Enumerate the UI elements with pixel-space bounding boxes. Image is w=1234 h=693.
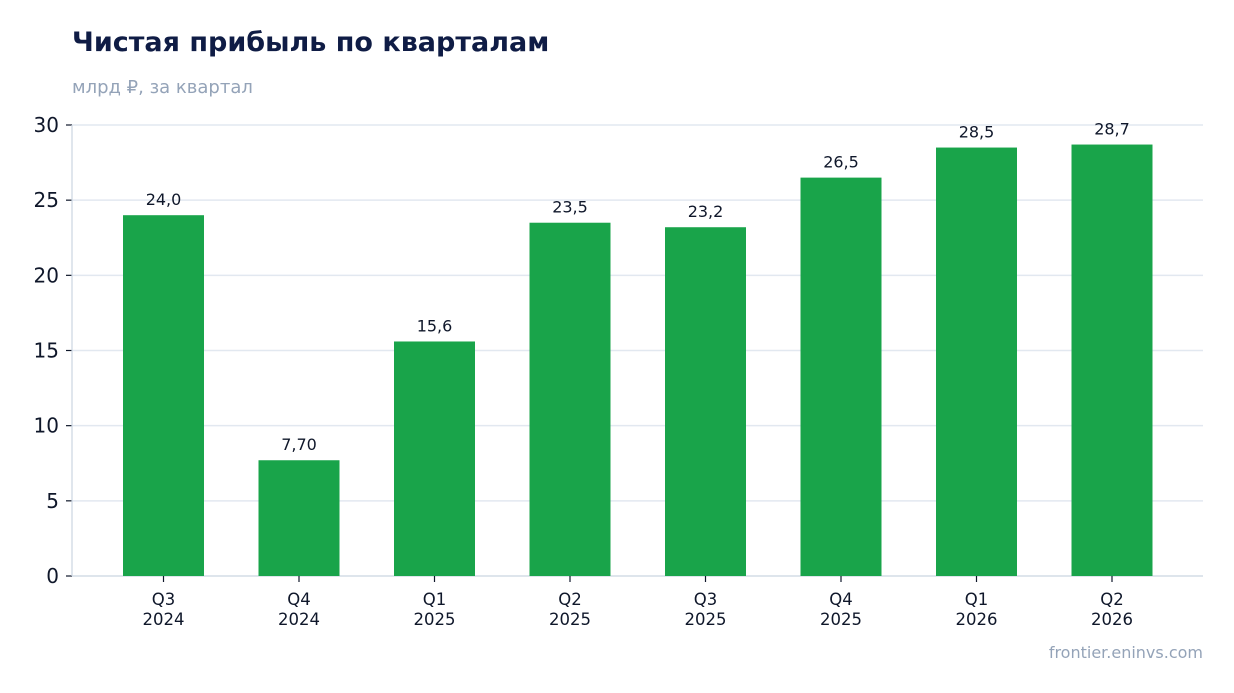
x-tick-label-year: 2025: [414, 610, 456, 629]
bar-value-label: 15,6: [417, 316, 453, 335]
y-tick-label: 20: [34, 263, 59, 287]
bar: [123, 215, 204, 576]
x-tick-label-year: 2025: [549, 610, 591, 629]
x-tick-label-year: 2024: [143, 610, 185, 629]
y-tick-label: 30: [34, 113, 59, 137]
bar-value-label: 26,5: [823, 153, 859, 172]
y-tick-label: 0: [46, 564, 59, 588]
bar: [936, 147, 1017, 577]
bar-value-label: 7,70: [281, 435, 317, 454]
x-tick-label-year: 2025: [820, 610, 862, 629]
x-tick-label-quarter: Q3: [694, 590, 718, 609]
x-tick-label-quarter: Q2: [558, 590, 582, 609]
bar-value-label: 23,5: [552, 198, 588, 217]
x-tick-label-year: 2026: [1091, 610, 1133, 629]
x-tick-label-year: 2026: [956, 610, 998, 629]
y-tick-label: 5: [46, 489, 59, 513]
chart-subtitle: млрд ₽, за квартал: [72, 77, 253, 98]
x-tick-label-quarter: Q4: [287, 590, 311, 609]
x-tick-label-quarter: Q2: [1100, 590, 1124, 609]
bar-value-label: 28,7: [1094, 120, 1130, 139]
bar: [665, 227, 746, 576]
x-tick-label-quarter: Q3: [152, 590, 176, 609]
bar: [1071, 144, 1153, 576]
bar-value-label: 24,0: [146, 190, 182, 209]
y-tick-label: 25: [34, 188, 59, 212]
bar: [800, 177, 882, 576]
bar: [394, 341, 475, 576]
chart-title: Чистая прибыль по кварталам: [72, 27, 550, 58]
bar: [258, 460, 340, 576]
source-credit: frontier.eninvs.com: [1048, 643, 1203, 662]
y-tick-label: 15: [34, 339, 59, 363]
x-tick-label-quarter: Q4: [829, 590, 853, 609]
bar: [529, 222, 611, 576]
bar-value-label: 28,5: [959, 123, 995, 142]
x-tick-label-year: 2024: [278, 610, 320, 629]
x-tick-label-quarter: Q1: [965, 590, 989, 609]
bar-value-label: 23,2: [688, 202, 724, 221]
x-tick-label-quarter: Q1: [423, 590, 447, 609]
x-tick-label-year: 2025: [685, 610, 727, 629]
y-tick-label: 10: [34, 414, 59, 438]
